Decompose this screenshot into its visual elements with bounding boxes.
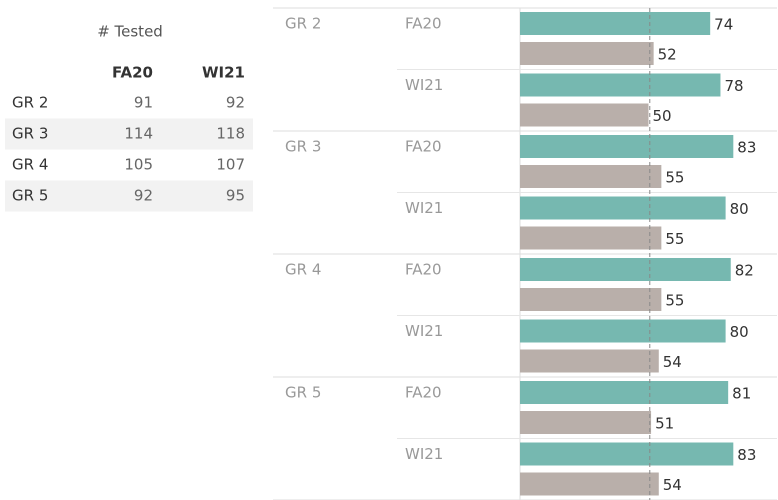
bar xyxy=(520,319,726,343)
bar xyxy=(520,226,662,250)
bar xyxy=(520,442,734,466)
row-label: GR 5 xyxy=(12,187,48,205)
group-label: GR 3 xyxy=(285,138,321,156)
data-label: 82 xyxy=(735,262,754,280)
row-label: GR 4 xyxy=(12,156,48,174)
data-label: 50 xyxy=(653,107,672,125)
data-label: 78 xyxy=(724,77,743,95)
row-label: GR 2 xyxy=(12,94,48,112)
data-label: 52 xyxy=(658,46,677,64)
bar xyxy=(520,381,729,404)
data-label: 55 xyxy=(665,230,684,248)
category-label: WI21 xyxy=(405,199,443,217)
data-label: 74 xyxy=(714,16,733,34)
data-label: 51 xyxy=(655,415,674,433)
cell: 118 xyxy=(216,125,245,143)
bar xyxy=(520,73,721,97)
data-label: 81 xyxy=(732,385,751,403)
bar xyxy=(520,12,711,35)
data-label: 80 xyxy=(730,200,749,218)
data-label: 54 xyxy=(663,476,682,494)
category-label: FA20 xyxy=(405,384,442,402)
row-shade xyxy=(5,118,253,150)
data-label: 55 xyxy=(665,169,684,187)
category-label: WI21 xyxy=(405,322,443,340)
bar xyxy=(520,196,726,220)
column-header: FA20 xyxy=(112,64,153,82)
group-label: GR 4 xyxy=(285,261,321,279)
table-title: # Tested xyxy=(97,23,163,41)
bar xyxy=(520,258,731,281)
row-label: GR 3 xyxy=(12,125,48,143)
cell: 114 xyxy=(124,125,153,143)
category-label: FA20 xyxy=(405,261,442,279)
category-label: WI21 xyxy=(405,445,443,463)
bar xyxy=(520,103,649,127)
data-label: 83 xyxy=(737,139,756,157)
column-header: WI21 xyxy=(202,64,245,82)
bar xyxy=(520,135,734,158)
data-label: 80 xyxy=(730,323,749,341)
bar xyxy=(520,472,659,496)
cell: 92 xyxy=(226,94,245,112)
cell: 92 xyxy=(134,187,153,205)
category-label: FA20 xyxy=(405,15,442,33)
bar xyxy=(520,42,654,65)
bar xyxy=(520,288,662,311)
cell: 107 xyxy=(216,156,245,174)
data-label: 54 xyxy=(663,353,682,371)
cell: 91 xyxy=(134,94,153,112)
category-label: WI21 xyxy=(405,76,443,94)
group-label: GR 5 xyxy=(285,384,321,402)
data-label: 55 xyxy=(665,292,684,310)
cell: 105 xyxy=(124,156,153,174)
bar xyxy=(520,165,662,188)
row-shade xyxy=(5,180,253,212)
bar xyxy=(520,411,652,434)
bar xyxy=(520,349,659,373)
data-label: 83 xyxy=(737,446,756,464)
group-label: GR 2 xyxy=(285,15,321,33)
category-label: FA20 xyxy=(405,138,442,156)
cell: 95 xyxy=(226,187,245,205)
